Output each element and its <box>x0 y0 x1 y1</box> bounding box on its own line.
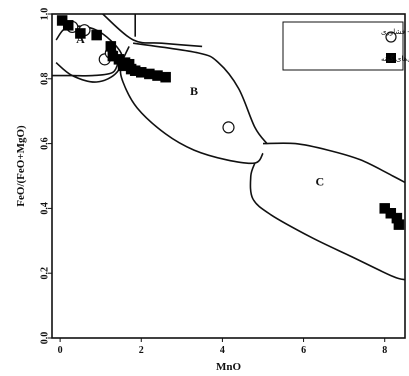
x-tick-label: 2 <box>139 345 144 356</box>
data-point-square <box>160 71 171 83</box>
field-label: B <box>190 84 198 98</box>
field-boundary <box>249 162 406 281</box>
x-tick-label: 4 <box>220 345 225 356</box>
field-label: C <box>315 175 324 189</box>
field-boundary <box>51 59 120 77</box>
legend-label: گرونه‌ای‌های گونه <box>381 54 409 63</box>
y-tick-label: 0.2 <box>40 267 51 280</box>
x-tick-label: 6 <box>301 345 306 356</box>
x-tick-label: 8 <box>382 345 387 356</box>
y-tick-label: 0.6 <box>40 137 51 150</box>
legend-box <box>282 21 404 71</box>
data-point-circle <box>222 121 235 134</box>
field-boundary <box>132 42 268 145</box>
y-tick-label: 0.0 <box>40 332 51 345</box>
data-point-square <box>393 219 405 230</box>
y-axis-title: FeO/(FeO+MgO) <box>15 125 27 207</box>
data-point-square <box>75 28 86 39</box>
data-point-square <box>62 20 74 31</box>
legend-marker-square <box>386 53 396 63</box>
y-tick-label: 0.4 <box>40 202 51 215</box>
plot-frame <box>51 13 406 339</box>
field-label: A <box>76 32 85 46</box>
y-tick-label: 1.0 <box>40 8 51 21</box>
legend-label: گرونه‌ای‌های متحمله زمان پایه - فشاوری <box>381 27 409 36</box>
y-tick-label: 0.8 <box>40 73 51 86</box>
field-boundary <box>102 13 203 48</box>
data-point-square <box>91 29 102 41</box>
x-axis-title: MnO <box>216 361 242 373</box>
field-boundary <box>262 142 406 184</box>
field-boundary <box>119 46 264 165</box>
data-point-square <box>123 58 135 70</box>
legend-marker-circle <box>385 31 397 43</box>
data-point-square <box>105 41 117 52</box>
x-tick-label: 0 <box>58 345 63 356</box>
